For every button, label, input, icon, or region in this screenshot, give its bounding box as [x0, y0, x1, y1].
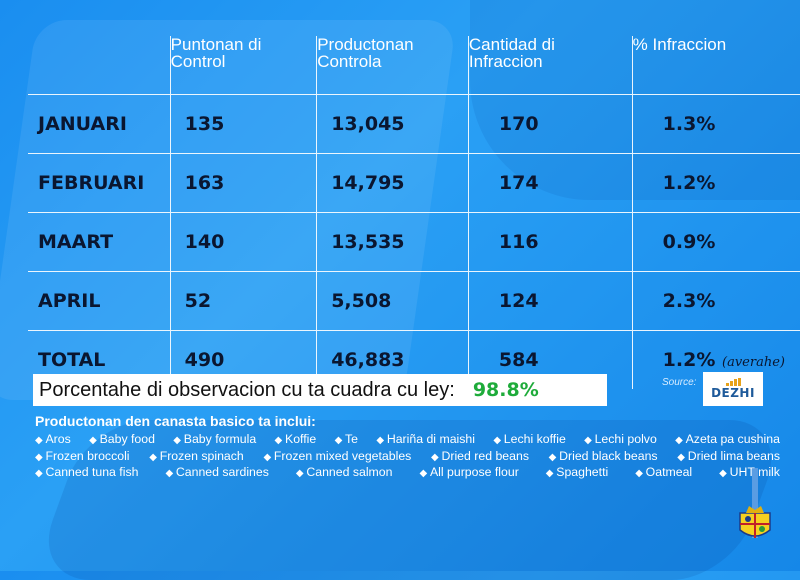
header-productonan: Productonan Controla [316, 36, 469, 95]
cell-pct: 1.3% [631, 94, 800, 154]
bullet-icon: ◆ [89, 435, 100, 446]
bullet-icon: ◆ [376, 435, 387, 446]
bullet-icon: ◆ [274, 435, 285, 446]
bullet-icon: ◆ [334, 435, 346, 446]
source-label: Source: [662, 377, 697, 388]
cell-pct: 2.3% [631, 271, 800, 331]
bullet-icon: ◆ [263, 451, 274, 463]
table-row: APRIL 52 5,508 124 2.3% [28, 271, 800, 331]
cell-cantidad: 174 [467, 153, 633, 213]
bullet-icon: ◆ [635, 468, 646, 479]
basket-item: ◆ Baby formula [173, 432, 257, 446]
basket-item: ◆ Azeta pa cushina [675, 432, 780, 446]
cell-cantidad: 116 [467, 212, 633, 272]
bullet-icon: ◆ [719, 468, 730, 479]
cell-productonan: 13,535 [316, 212, 469, 272]
logo-text: DEZHI [711, 386, 755, 400]
cell-puntonan: 163 [169, 153, 317, 213]
basket-item: ◆ Canned tuna fish [35, 465, 139, 479]
basket-item: ◆ Canned salmon [295, 465, 393, 479]
bullet-icon: ◆ [675, 435, 686, 446]
header-pct: % Infraccion [631, 36, 800, 95]
basket-item: ◆ Canned sardines [165, 465, 269, 479]
bullet-icon: ◆ [165, 468, 176, 479]
compliance-box: Porcentahe di observacion cu ta cuadra c… [33, 374, 607, 406]
bullet-icon: ◆ [545, 468, 557, 479]
compliance-label: Porcentahe di observacion cu ta cuadra c… [39, 378, 455, 401]
basket-item: ◆ Dried red beans [431, 448, 529, 463]
cell-cantidad: 124 [467, 271, 633, 331]
header-blank [28, 36, 171, 95]
basket-line: ◆ Canned tuna fish ◆ Canned sardines ◆ Can… [35, 465, 780, 482]
cell-productonan: 13,045 [316, 94, 469, 154]
compliance-value: 98.8% [472, 379, 539, 401]
basket-item: ◆ Koffie [274, 432, 317, 446]
bullet-icon: ◆ [677, 451, 688, 463]
inspection-table: Puntonan di Control Productonan Controla C… [28, 36, 800, 389]
basket-item: ◆ Spaghetti [545, 465, 609, 479]
bullet-icon: ◆ [173, 435, 184, 446]
cell-puntonan: 135 [169, 94, 317, 154]
basket-line: ◆ Frozen broccoli ◆ Frozen spinach ◆ Froze… [35, 449, 780, 466]
basket-item: ◆ All purpose flour [419, 465, 519, 479]
basket-item: ◆ Dried black beans [548, 448, 658, 463]
bullet-icon: ◆ [295, 468, 307, 479]
month-label: JANUARI [28, 94, 171, 154]
cell-puntonan: 52 [169, 271, 317, 331]
month-label: FEBRUARI [28, 153, 171, 213]
basket-item: ◆ Dried lima beans [677, 448, 780, 463]
cell-productonan: 5,508 [316, 271, 469, 331]
logo-bars-icon [725, 378, 741, 386]
bullet-icon: ◆ [548, 451, 560, 463]
average-note: (averahe) [722, 355, 785, 370]
basket-line: ◆ Aros ◆ Baby food ◆ Baby formula ◆ Koffie ◆… [35, 432, 780, 449]
cell-productonan: 14,795 [316, 153, 469, 213]
basket-item: ◆ Te [334, 432, 359, 446]
bullet-icon: ◆ [35, 468, 46, 479]
total-pct: 1.2% [662, 349, 716, 371]
month-label: APRIL [28, 271, 171, 331]
basket-title: Productonan den canasta basico ta inclui… [35, 413, 316, 429]
dezhi-logo: DEZHI [703, 372, 763, 406]
basket-item: ◆ Oatmeal [635, 465, 693, 479]
table-header-row: Puntonan di Control Productonan Controla C… [28, 36, 800, 95]
cell-puntonan: 140 [169, 212, 317, 272]
bullet-icon: ◆ [431, 451, 442, 463]
bullet-icon: ◆ [493, 435, 504, 446]
header-puntonan: Puntonan di Control [169, 36, 317, 95]
basket-item: ◆ Baby food [89, 432, 155, 446]
basket-item: ◆ Lechi koffie [493, 432, 566, 446]
coat-of-arms-icon [739, 468, 771, 538]
basket-item: ◆ Frozen spinach [149, 448, 244, 463]
basket-item: ◆ Aros [35, 432, 71, 446]
cell-pct: 0.9% [631, 212, 800, 272]
bullet-icon: ◆ [35, 435, 46, 446]
month-label: MAART [28, 212, 171, 272]
basket-item: ◆ Lechi polvo [584, 432, 657, 446]
total-label: TOTAL [38, 349, 106, 371]
basket-list: ◆ Aros ◆ Baby food ◆ Baby formula ◆ Koffie ◆… [35, 432, 780, 482]
header-cantidad: Cantidad di Infraccion [467, 36, 633, 95]
basket-item: ◆ Hariña di maishi [376, 432, 475, 446]
bullet-icon: ◆ [149, 451, 160, 463]
table-row: MAART 140 13,535 116 0.9% [28, 212, 800, 272]
cell-pct: 1.2% [631, 153, 800, 213]
bullet-icon: ◆ [35, 451, 46, 463]
basket-item: ◆ Frozen mixed vegetables [263, 448, 412, 463]
cell-cantidad: 170 [467, 94, 633, 154]
bullet-icon: ◆ [419, 468, 430, 479]
bullet-icon: ◆ [584, 435, 595, 446]
table-row: FEBRUARI 163 14,795 174 1.2% [28, 153, 800, 213]
basket-item: ◆ Frozen broccoli [35, 448, 130, 463]
table-row: JANUARI 135 13,045 170 1.3% [28, 94, 800, 154]
